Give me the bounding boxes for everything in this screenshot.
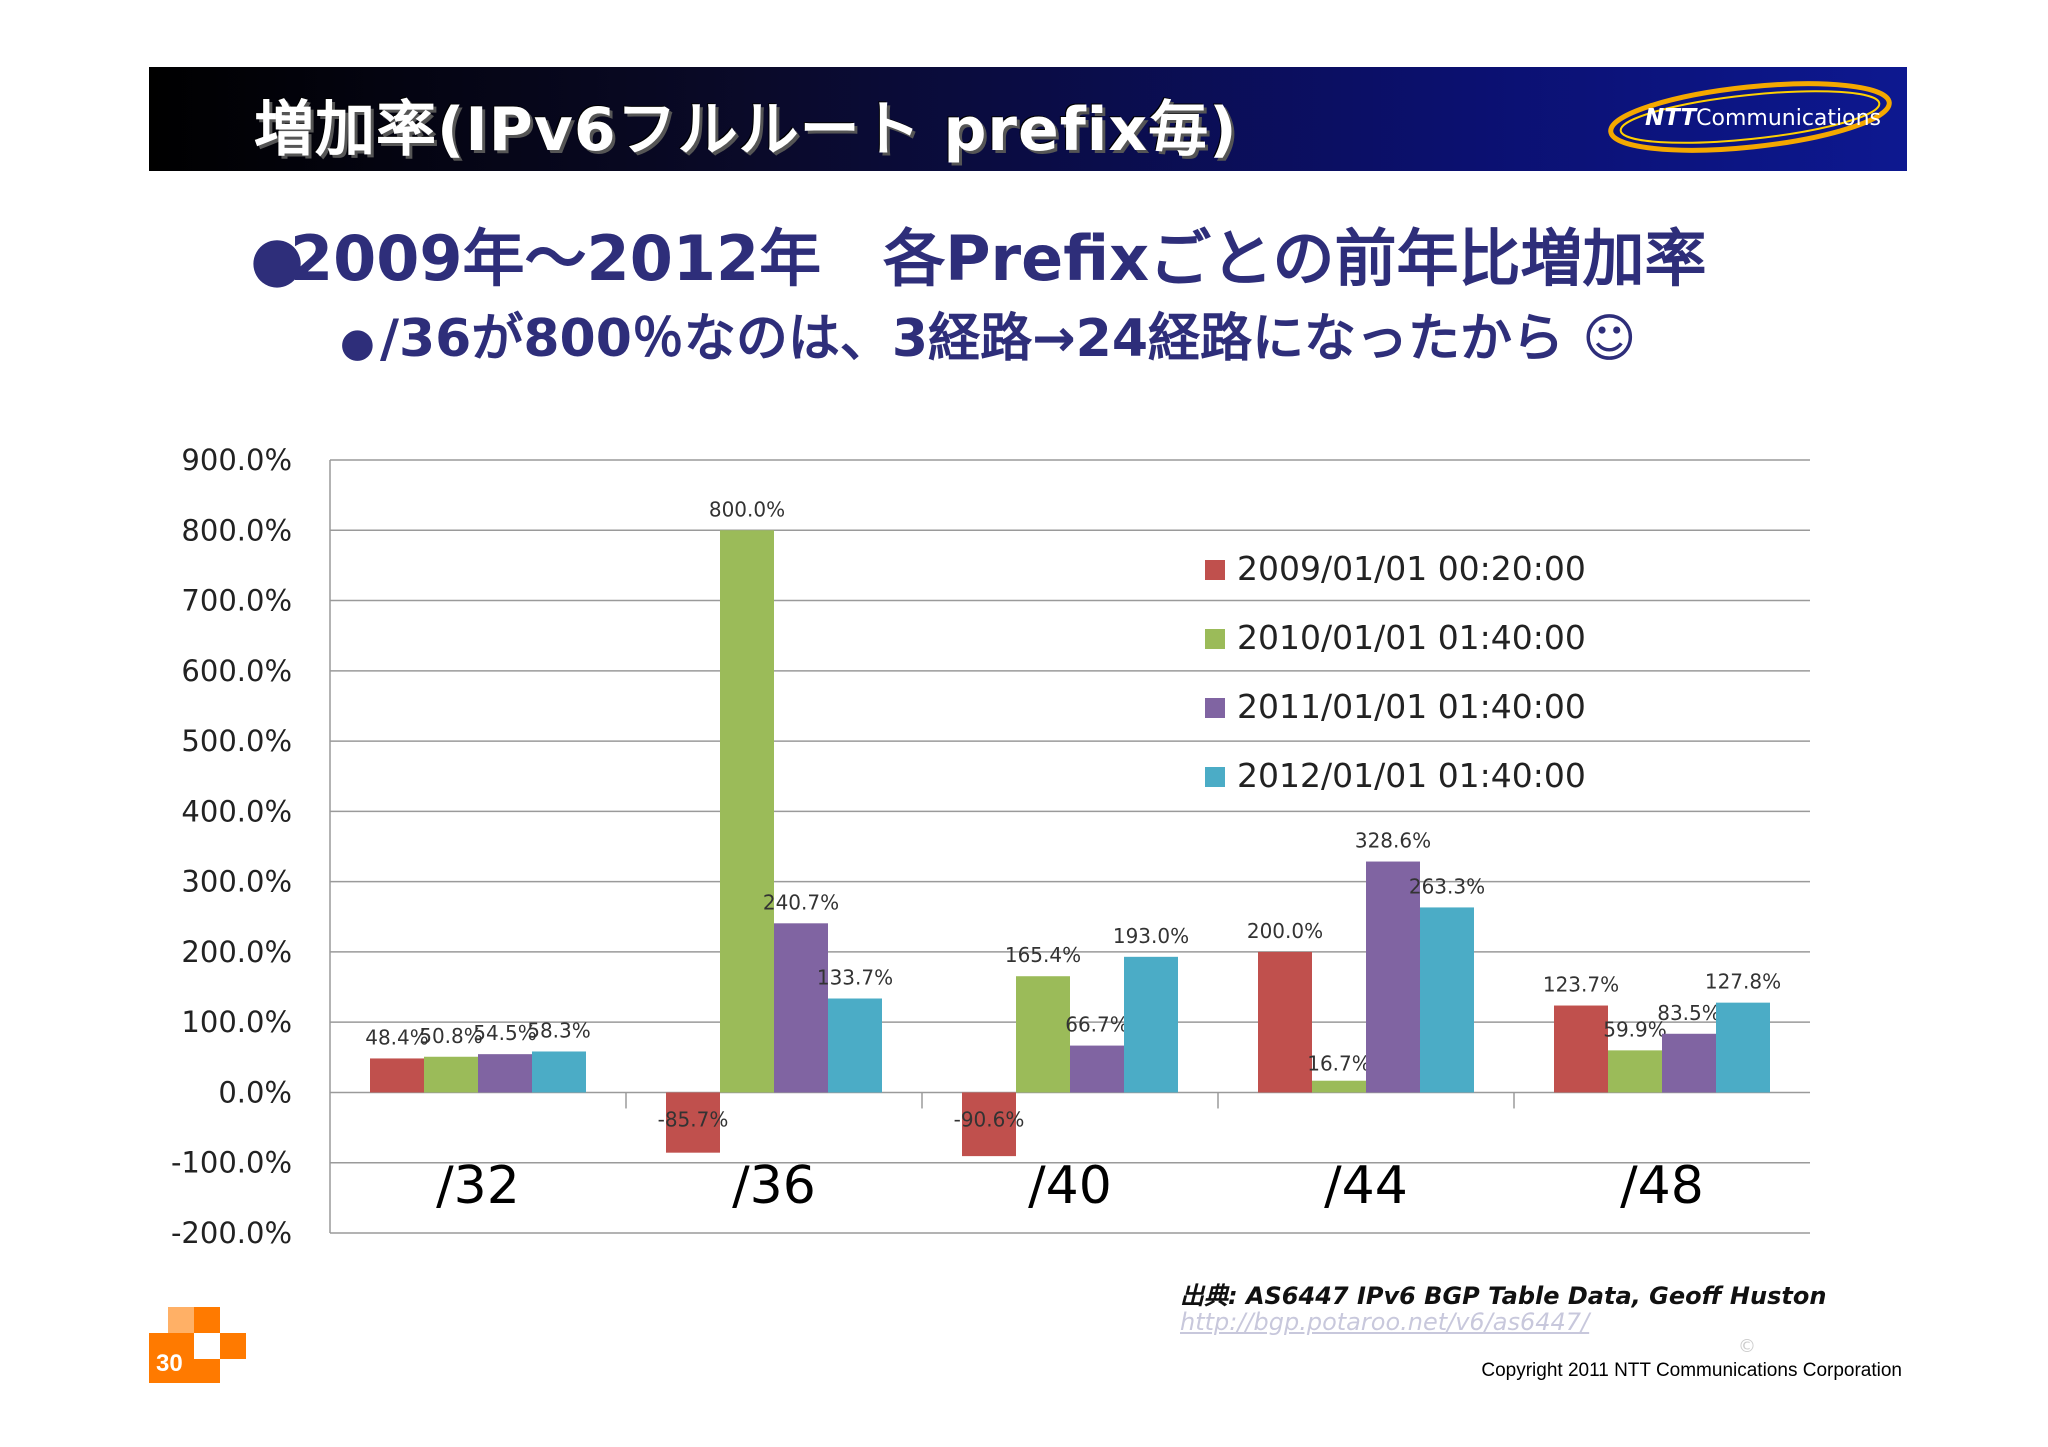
bar bbox=[370, 1058, 424, 1093]
legend-label: 2012/01/01 01:40:00 bbox=[1237, 756, 1586, 795]
y-tick-label: 200.0% bbox=[181, 935, 292, 969]
y-tick-label: 300.0% bbox=[181, 865, 292, 899]
bar bbox=[1124, 956, 1178, 1093]
y-tick-label: 700.0% bbox=[181, 584, 292, 618]
data-label: 48.4% bbox=[365, 1025, 429, 1049]
x-category-label: /40 bbox=[1028, 1156, 1112, 1216]
bar bbox=[1366, 861, 1420, 1093]
deco-square bbox=[168, 1307, 194, 1333]
bar bbox=[774, 923, 828, 1093]
y-tick-label: 900.0% bbox=[181, 443, 292, 477]
deco-square bbox=[220, 1333, 246, 1359]
x-category-label: /44 bbox=[1324, 1156, 1408, 1216]
legend-swatch bbox=[1205, 767, 1225, 787]
data-label: -85.7% bbox=[658, 1107, 729, 1131]
x-category-label: /48 bbox=[1620, 1156, 1704, 1216]
bar bbox=[1420, 907, 1474, 1093]
bar bbox=[1554, 1005, 1608, 1093]
bar bbox=[962, 1092, 1016, 1157]
bar bbox=[1312, 1080, 1366, 1093]
y-tick-label: 0.0% bbox=[218, 1075, 292, 1109]
copyright-text: Copyright 2011 NTT Communications Corpor… bbox=[1481, 1360, 1902, 1381]
bar bbox=[532, 1051, 586, 1093]
bar bbox=[478, 1054, 532, 1093]
logo-label: NTTCommunications bbox=[1645, 105, 1881, 131]
legend-label: 2011/01/01 01:40:00 bbox=[1237, 687, 1586, 726]
source-link[interactable]: http://bgp.potaroo.net/v6/as6447/ bbox=[1180, 1308, 1590, 1336]
x-category-label: /32 bbox=[436, 1156, 520, 1216]
legend-label: 2009/01/01 00:20:00 bbox=[1237, 549, 1586, 588]
data-label: 123.7% bbox=[1543, 973, 1619, 997]
bullet-dot-icon: ● bbox=[340, 320, 375, 366]
page-title: 増加率(IPv6フルルート prefix毎) bbox=[254, 95, 1238, 165]
data-label: 127.8% bbox=[1705, 970, 1781, 994]
page-number: 30 bbox=[156, 1350, 183, 1377]
data-label: 240.7% bbox=[763, 890, 839, 914]
data-label: 59.9% bbox=[1603, 1017, 1667, 1041]
data-label: 133.7% bbox=[817, 965, 893, 989]
legend-swatch bbox=[1205, 698, 1225, 718]
ntt-logo: NTTCommunications bbox=[1605, 77, 1895, 157]
data-label: 800.0% bbox=[709, 497, 785, 521]
source-citation: 出典: AS6447 IPv6 BGP Table Data, Geoff Hu… bbox=[1180, 1282, 1827, 1310]
bar bbox=[1016, 976, 1070, 1093]
y-tick-label: -200.0% bbox=[171, 1216, 292, 1250]
page-number-badge bbox=[149, 1333, 194, 1383]
y-tick-label: -100.0% bbox=[171, 1146, 292, 1180]
bullet-sub-text: /36が800％なのは、3経路→24経路になったから ☺ bbox=[380, 309, 1637, 369]
bullet-sub: ●/36が800％なのは、3経路→24経路になったから ☺ bbox=[340, 296, 1636, 371]
data-label: 58.3% bbox=[527, 1018, 591, 1042]
data-label: -90.6% bbox=[954, 1107, 1025, 1131]
data-label: 83.5% bbox=[1657, 1001, 1721, 1025]
data-label: 54.5% bbox=[473, 1021, 537, 1045]
bar bbox=[828, 998, 882, 1093]
bar bbox=[424, 1056, 478, 1093]
data-label: 50.8% bbox=[419, 1024, 483, 1048]
bullet-main-text: 2009年～2012年 各Prefixごとの前年比増加率 bbox=[290, 222, 1707, 295]
y-tick-label: 100.0% bbox=[181, 1005, 292, 1039]
bar bbox=[720, 530, 774, 1093]
x-category-label: /36 bbox=[732, 1156, 816, 1216]
bar bbox=[1608, 1050, 1662, 1093]
logo-swoosh-icon bbox=[1608, 81, 1892, 153]
bar bbox=[1662, 1033, 1716, 1093]
deco-square bbox=[194, 1307, 220, 1333]
legend-label: 2010/01/01 01:40:00 bbox=[1237, 618, 1586, 657]
deco-square bbox=[194, 1359, 220, 1383]
data-label: 193.0% bbox=[1113, 924, 1189, 948]
data-label: 165.4% bbox=[1005, 943, 1081, 967]
bar bbox=[1716, 1002, 1770, 1093]
legend-swatch bbox=[1205, 560, 1225, 580]
bar bbox=[1258, 951, 1312, 1093]
y-tick-label: 600.0% bbox=[181, 654, 292, 688]
copyright-symbol: © bbox=[1738, 1336, 1756, 1357]
data-label: 16.7% bbox=[1307, 1052, 1371, 1076]
y-tick-label: 500.0% bbox=[181, 724, 292, 758]
bullet-main: ●2009年～2012年 各Prefixごとの前年比増加率 bbox=[250, 208, 1707, 298]
legend-swatch bbox=[1205, 629, 1225, 649]
bar bbox=[666, 1092, 720, 1153]
logo-brand: NTT bbox=[1645, 105, 1697, 131]
logo-wordmark: Communications bbox=[1696, 106, 1882, 131]
data-label: 200.0% bbox=[1247, 919, 1323, 943]
title-bar: 増加率(IPv6フルルート prefix毎) NTTCommunications bbox=[149, 67, 1907, 171]
data-label: 328.6% bbox=[1355, 829, 1431, 853]
data-label: 263.3% bbox=[1409, 874, 1485, 898]
data-label: 66.7% bbox=[1065, 1013, 1129, 1037]
y-tick-label: 800.0% bbox=[181, 513, 292, 547]
y-tick-label: 400.0% bbox=[181, 794, 292, 828]
bar bbox=[1070, 1045, 1124, 1093]
